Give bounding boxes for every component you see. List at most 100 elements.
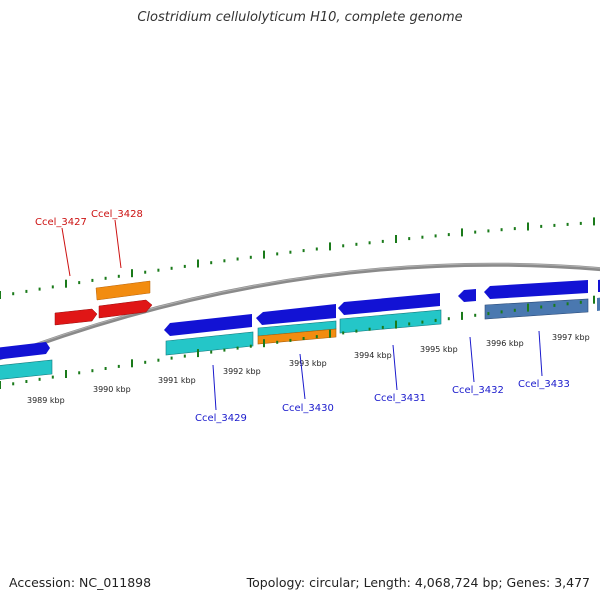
outer-minor-tick: [117, 274, 120, 278]
outer-minor-tick: [223, 259, 226, 263]
outer-minor-tick: [25, 289, 28, 293]
scale-label-3992: 3992 kbp: [223, 367, 261, 376]
outer-minor-tick: [579, 221, 582, 225]
gene-ccel-3432[interactable]: [458, 289, 476, 302]
outer-minor-tick: [355, 242, 358, 246]
outer-minor-tick: [51, 285, 54, 289]
gene-ccel-3428-pseudo[interactable]: [98, 299, 153, 319]
scale-label-3991: 3991 kbp: [158, 376, 196, 385]
outer-minor-tick: [381, 239, 384, 243]
gene-block-left-blue[interactable]: [0, 342, 50, 360]
leader-ccel-3433: [538, 330, 543, 377]
label-ccel-3432[interactable]: Ccel_3432: [452, 385, 504, 396]
inner-minor-tick: [117, 364, 120, 368]
outer-major-tick: [131, 269, 133, 278]
label-ccel-3427[interactable]: Ccel_3427: [35, 217, 87, 228]
inner-minor-tick: [91, 369, 94, 373]
outer-major-tick: [263, 250, 265, 259]
cds-ccel-3433[interactable]: [484, 298, 589, 320]
inner-minor-tick: [513, 308, 516, 312]
inner-major-tick: [461, 311, 463, 320]
inner-minor-tick: [342, 331, 345, 335]
label-ccel-3431[interactable]: Ccel_3431: [374, 393, 426, 404]
leader-ccel-3428: [114, 219, 122, 269]
inner-major-tick: [0, 381, 1, 389]
leader-ccel-3429: [212, 364, 217, 411]
outer-minor-tick: [236, 257, 239, 261]
outer-minor-tick: [91, 278, 94, 282]
gene-ccel-3427-pseudo[interactable]: [54, 308, 98, 326]
label-ccel-3433[interactable]: Ccel_3433: [518, 379, 570, 390]
inner-minor-tick: [210, 350, 213, 354]
outer-minor-tick: [553, 223, 556, 227]
inner-major-tick: [329, 329, 331, 338]
scale-label-3990: 3990 kbp: [93, 385, 131, 394]
outer-major-tick: [593, 217, 595, 226]
genome-summary-text: Topology: circular; Length: 4,068,724 bp…: [246, 575, 590, 590]
outer-minor-tick: [302, 249, 305, 253]
outer-minor-tick: [408, 237, 411, 241]
cds-block-right[interactable]: [597, 297, 600, 311]
accession-text: Accession: NC_011898: [9, 575, 152, 590]
gene-ccel-3431[interactable]: [338, 293, 440, 315]
outer-tick-ring: [0, 217, 595, 299]
gene-ccel-3428-rna[interactable]: [95, 280, 151, 301]
cds-ccel-3431[interactable]: [339, 309, 442, 334]
inner-tick-ring: [0, 295, 595, 389]
label-ccel-3428[interactable]: Ccel_3428: [91, 209, 143, 220]
inner-major-tick: [527, 303, 529, 312]
label-ccel-3430[interactable]: Ccel_3430: [282, 403, 334, 414]
inner-major-tick: [263, 339, 265, 348]
cds-block-left[interactable]: [0, 359, 53, 380]
scale-label-3996: 3996 kbp: [486, 339, 524, 348]
outer-minor-tick: [513, 227, 516, 231]
inner-minor-tick: [25, 380, 28, 383]
outer-minor-tick: [474, 230, 477, 234]
inner-minor-tick: [236, 346, 239, 350]
inner-minor-tick: [579, 300, 582, 304]
inner-minor-tick: [500, 310, 503, 314]
outer-minor-tick: [434, 234, 437, 238]
outer-minor-tick: [487, 229, 490, 233]
rna-ccel-3430[interactable]: [257, 328, 337, 345]
outer-minor-tick: [421, 235, 424, 239]
inner-major-tick: [65, 370, 67, 378]
inner-minor-tick: [276, 340, 279, 344]
outer-minor-tick: [289, 250, 292, 254]
outer-minor-tick: [144, 270, 147, 274]
scale-label-3989: 3989 kbp: [27, 396, 65, 405]
inner-minor-tick: [315, 335, 318, 339]
outer-minor-tick: [315, 247, 318, 251]
outer-minor-tick: [249, 255, 252, 259]
leader-ccel-3427: [61, 227, 71, 277]
inner-minor-tick: [381, 325, 384, 329]
leader-ccel-3431: [392, 344, 398, 391]
outer-minor-tick: [157, 268, 160, 272]
outer-minor-tick: [38, 287, 41, 291]
inner-major-tick: [131, 359, 133, 368]
outer-minor-tick: [566, 222, 569, 226]
inner-major-tick: [593, 295, 595, 304]
inner-minor-tick: [302, 337, 305, 340]
gene-ccel-3433[interactable]: [484, 280, 588, 299]
inner-minor-tick: [51, 375, 54, 379]
label-ccel-3429[interactable]: Ccel_3429: [195, 413, 247, 424]
inner-minor-tick: [540, 305, 543, 309]
inner-minor-tick: [249, 344, 252, 348]
outer-minor-tick: [368, 241, 371, 245]
genome-backbone-highlight: [0, 263, 600, 358]
inner-minor-tick: [553, 303, 556, 307]
inner-minor-tick: [474, 313, 477, 317]
inner-minor-tick: [487, 312, 490, 316]
outer-minor-tick: [104, 276, 107, 280]
gene-ccel-3429[interactable]: [164, 314, 252, 336]
inner-minor-tick: [38, 377, 41, 381]
cds-ccel-3429[interactable]: [165, 331, 254, 356]
gene-ccel-3430[interactable]: [256, 304, 336, 325]
inner-minor-tick: [408, 322, 411, 326]
outer-minor-tick: [540, 224, 543, 228]
outer-major-tick: [65, 279, 67, 288]
inner-minor-tick: [421, 320, 424, 324]
